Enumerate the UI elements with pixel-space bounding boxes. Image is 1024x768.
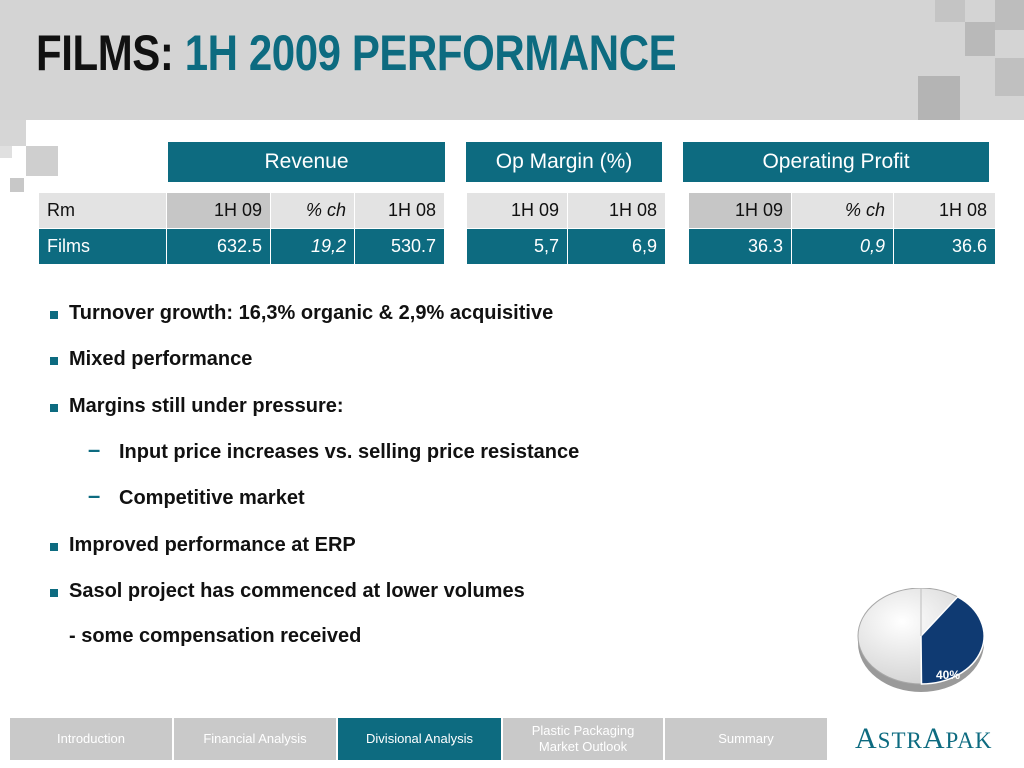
bullet-marker <box>50 589 58 597</box>
nav-plastic-packaging[interactable]: Plastic Packaging Market Outlook <box>503 718 663 760</box>
table-header-row: 1H 09 1H 08 <box>466 192 666 229</box>
op-margin-table: 1H 09 1H 08 5,7 6,9 <box>466 192 666 265</box>
table-cell: 36.6 <box>893 228 996 265</box>
table-header-row: 1H 09 % ch 1H 08 <box>688 192 996 229</box>
operating-profit-header: Operating Profit <box>683 142 989 182</box>
bullet-marker <box>50 311 58 319</box>
table-cell: 530.7 <box>354 228 445 265</box>
table-cell: 36.3 <box>688 228 792 265</box>
bullet-marker <box>50 357 58 365</box>
table-cell: 0,9 <box>791 228 894 265</box>
table-header-cell: 1H 09 <box>466 192 568 229</box>
table-row: Films 632.5 19,2 530.7 <box>38 228 445 265</box>
pie-chart: 40% <box>857 588 985 692</box>
pie-highlight-slice <box>920 595 985 685</box>
bullet-marker <box>50 543 58 551</box>
decor-square <box>918 76 960 120</box>
table-header-cell: 1H 09 <box>688 192 792 229</box>
nav-summary[interactable]: Summary <box>665 718 827 760</box>
table-cell: 6,9 <box>567 228 666 265</box>
table-header-cell: 1H 09 <box>166 192 271 229</box>
nav-plastic-line1: Plastic Packaging <box>531 723 635 738</box>
nav-introduction[interactable]: Introduction <box>10 718 172 760</box>
table-header-cell: % ch <box>270 192 355 229</box>
table-row: 5,7 6,9 <box>466 228 666 265</box>
decor-square <box>0 120 26 146</box>
decor-square <box>995 0 1024 30</box>
decor-square <box>965 22 995 56</box>
astrapak-logo: ASTRAPAK <box>855 722 993 755</box>
table-header-label: Rm <box>38 192 167 229</box>
pie-label: 40% <box>936 668 960 682</box>
nav-plastic-line2: Market Outlook <box>538 739 628 754</box>
table-cell: 19,2 <box>270 228 355 265</box>
nav-financial-analysis[interactable]: Financial Analysis <box>174 718 336 760</box>
decor-square <box>26 146 58 176</box>
row-label: Films <box>38 228 167 265</box>
table-cell: 632.5 <box>166 228 271 265</box>
nav-divisional-analysis[interactable]: Divisional Analysis <box>338 718 501 760</box>
bullet-marker <box>50 404 58 412</box>
table-header-cell: % ch <box>791 192 894 229</box>
revenue-header: Revenue <box>168 142 445 182</box>
revenue-table: Rm 1H 09 % ch 1H 08 Films 632.5 19,2 530… <box>38 192 445 265</box>
title-main: 1H 2009 PERFORMANCE <box>184 25 677 81</box>
table-header-cell: 1H 08 <box>893 192 996 229</box>
decor-square <box>10 178 24 192</box>
table-cell: 5,7 <box>466 228 568 265</box>
table-header-cell: 1H 08 <box>354 192 445 229</box>
operating-profit-table: 1H 09 % ch 1H 08 36.3 0,9 36.6 <box>688 192 996 265</box>
dash-marker: – <box>88 483 101 508</box>
decor-square <box>0 146 12 158</box>
op-margin-header: Op Margin (%) <box>466 142 662 182</box>
table-row: 36.3 0,9 36.6 <box>688 228 996 265</box>
page-title: FILMS: 1H 2009 PERFORMANCE <box>36 24 677 82</box>
decor-square <box>935 0 965 22</box>
dash-marker: – <box>88 437 101 462</box>
title-prefix: FILMS: <box>36 25 174 81</box>
header-band <box>0 0 1024 120</box>
table-header-cell: 1H 08 <box>567 192 666 229</box>
decor-square <box>995 58 1024 96</box>
table-header-row: Rm 1H 09 % ch 1H 08 <box>38 192 445 229</box>
